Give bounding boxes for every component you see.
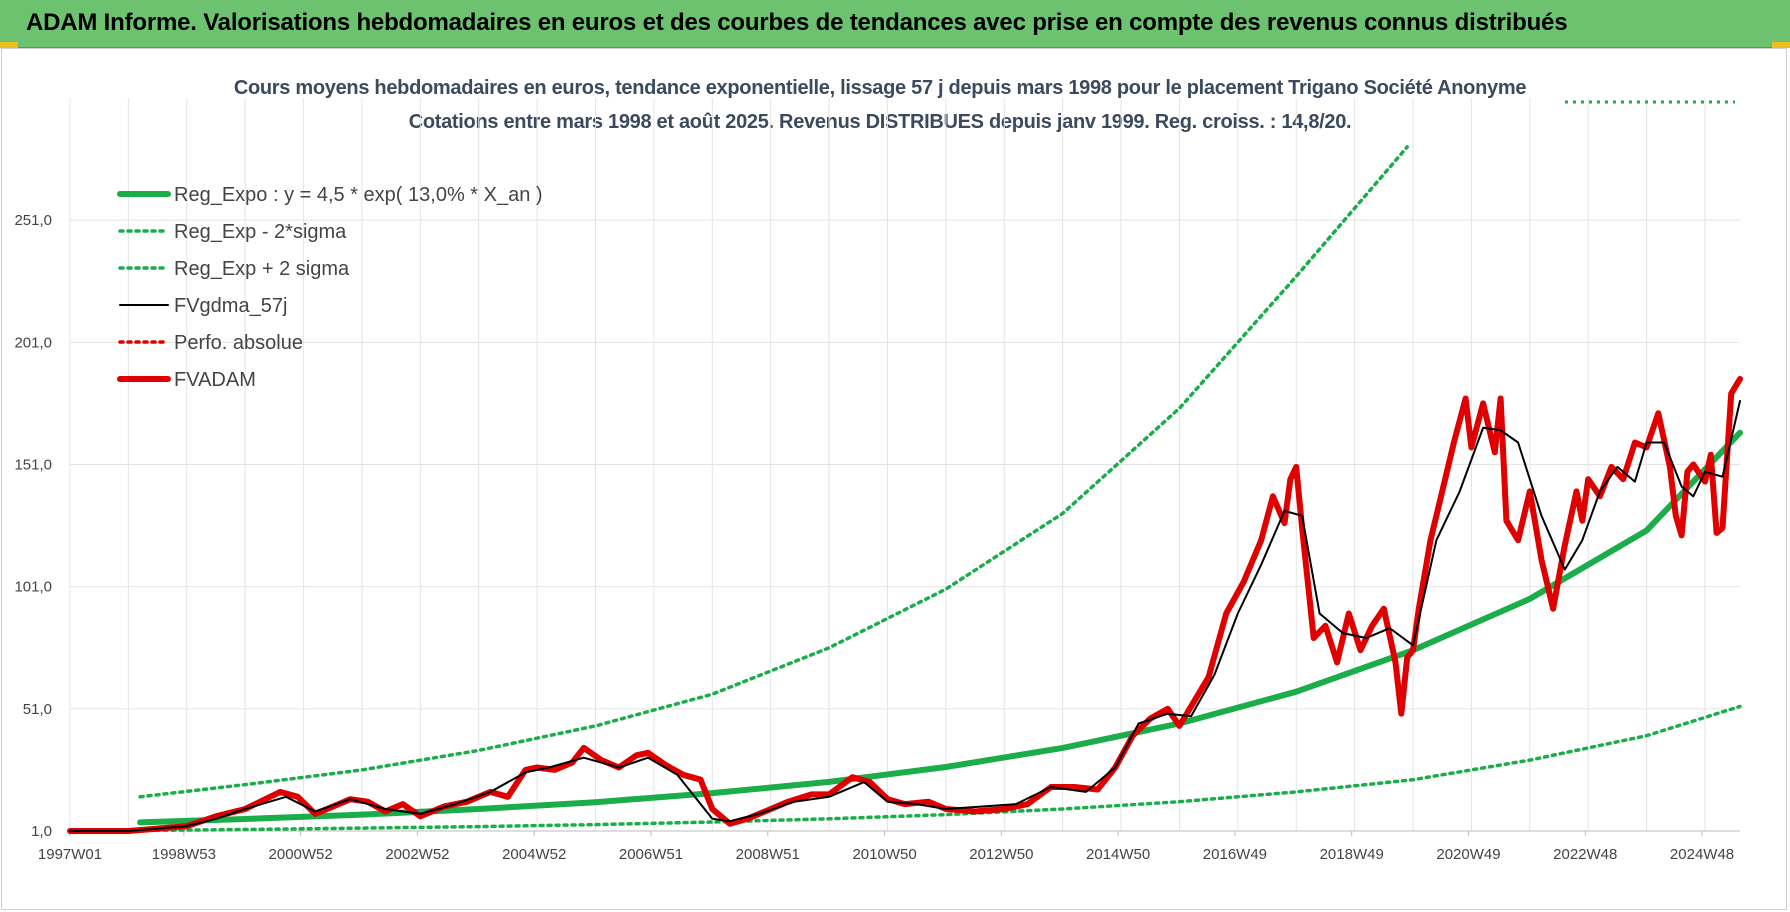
x-tick-label: 2022W48 [1553,846,1617,863]
x-tick-label: 2014W50 [1086,846,1150,863]
y-tick-label: 1,0 [31,823,52,840]
x-tick-label: 2016W49 [1203,846,1267,863]
x-tick-label: 1998W53 [152,846,216,863]
legend-label: Reg_Exp + 2 sigma [174,258,350,280]
corner-marker-left [0,42,18,48]
y-tick-label: 151,0 [14,457,52,474]
x-tick-label: 2018W49 [1320,846,1384,863]
x-tick-label: 2010W50 [852,846,916,863]
chart-frame [1,48,1787,910]
legend: Reg_Expo : y = 4,5 * exp( 13,0% * X_an )… [117,184,543,391]
series-group [67,145,1743,834]
series-line-0 [137,429,1743,826]
series-line-3 [69,400,1741,832]
series-line-2 [138,145,1409,799]
legend-label: Reg_Expo : y = 4,5 * exp( 13,0% * X_an ) [174,184,543,206]
x-tick-label: 2002W52 [385,846,449,863]
x-tick-label: 1997W01 [38,846,102,863]
legend-label: Reg_Exp - 2*sigma [174,221,347,243]
y-tick-label: 201,0 [14,334,52,351]
series-line-4 [67,376,1743,834]
x-tick-label: 2024W48 [1670,846,1734,863]
grid [69,98,1740,832]
x-tick-label: 2004W52 [502,846,566,863]
legend-label: FVADAM [174,369,256,391]
x-tick-label: 2006W51 [619,846,683,863]
y-tick-label: 251,0 [14,212,52,229]
x-tick-label: 2008W51 [736,846,800,863]
page-title: ADAM Informe. Valorisations hebdomadaire… [26,9,1568,36]
y-tick-label: 101,0 [14,579,52,596]
chart-title-line1: Cours moyens hebdomadaires en euros, ten… [233,77,1527,99]
chart-title-line2: Cotations entre mars 1998 et août 2025. … [408,111,1352,133]
corner-marker-right [1772,42,1790,48]
x-tick-label: 2000W52 [269,846,333,863]
legend-label: FVgdma_57j [174,295,287,317]
x-tick-label: 2012W50 [969,846,1033,863]
legend-label: Perfo. absolue [174,332,303,354]
series-line-1 [138,704,1742,833]
header-bar: ADAM Informe. Valorisations hebdomadaire… [0,0,1790,48]
y-tick-label: 51,0 [23,701,52,718]
x-tick-label: 2020W49 [1436,846,1500,863]
